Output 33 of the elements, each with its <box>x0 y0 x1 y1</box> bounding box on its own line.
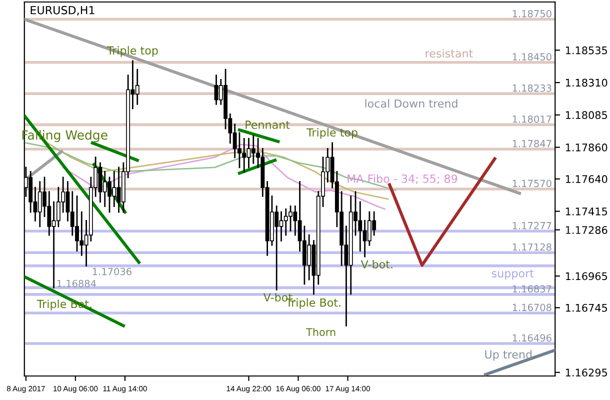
annotation: 1.16884 <box>57 280 96 288</box>
y-tick-label: 1.17860 <box>566 144 608 152</box>
ref-line-label: 1.18450 <box>512 53 552 61</box>
ref-line-label: 1.17277 <box>512 222 552 230</box>
y-tick-label: 1.18535 <box>566 46 607 54</box>
ref-line-label: 1.18017 <box>512 115 552 123</box>
ref-line-label: 1.16708 <box>512 304 552 312</box>
annotation: Triple top <box>306 128 358 139</box>
annotation: local Down trend <box>365 99 458 108</box>
y-tick-label: 1.16745 <box>566 304 607 312</box>
annotation: Thorn <box>306 328 336 336</box>
annotation: V-bot. <box>360 260 392 268</box>
y-tick-label: 1.17640 <box>566 175 608 184</box>
y-tick-label: 1.18085 <box>566 111 607 120</box>
annotation: Pennant <box>246 120 290 129</box>
ref-line-label: 1.17570 <box>512 180 552 188</box>
y-tick-label: 1.18310 <box>566 78 608 87</box>
ref-line-label: 1.17128 <box>512 243 552 251</box>
ref-line-label: 1.18233 <box>512 84 552 92</box>
chart-title: EURUSD,H1 <box>30 6 94 16</box>
y-tick-label: 1.17286 <box>566 226 608 234</box>
y-tick-label: 1.16295 <box>566 368 607 377</box>
annotation: resistant <box>426 48 473 58</box>
annotation: support <box>492 270 534 280</box>
ref-line-label: 1.18750 <box>512 10 552 18</box>
y-tick-label: 1.17415 <box>566 208 607 216</box>
annotation: Up trend <box>485 350 532 361</box>
annotation: Triple top <box>106 46 158 57</box>
annotation: 1.17036 <box>92 268 132 276</box>
ref-line-label: 1.16496 <box>512 334 552 342</box>
ref-line-label: 1.16837 <box>512 285 552 293</box>
y-tick-label: 1.16965 <box>566 272 607 280</box>
ref-line-label: 1.17847 <box>512 140 552 148</box>
